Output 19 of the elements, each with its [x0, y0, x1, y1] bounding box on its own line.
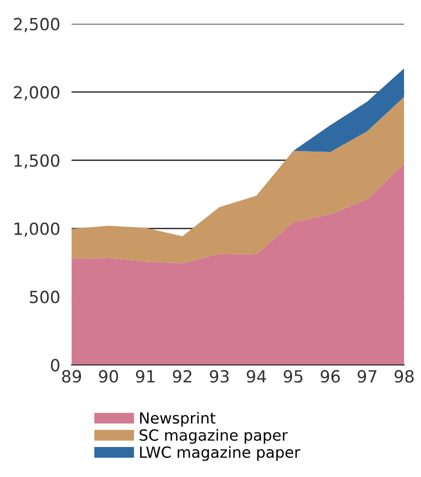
- x-tick-label: 97: [358, 370, 376, 383]
- x-tick-label: 95: [284, 370, 302, 383]
- x-tick-label: 93: [210, 370, 229, 383]
- x-tick-label: 89: [62, 370, 81, 383]
- y-tick-label: 1,500: [14, 154, 60, 169]
- y-tick-label: 1,000: [14, 222, 60, 237]
- x-tick-label: 94: [246, 370, 266, 383]
- y-tick-label: 2,000: [14, 86, 60, 100]
- x-tick-label: 98: [394, 370, 414, 383]
- x-tick-label: 91: [136, 370, 155, 383]
- x-tick-label: 96: [320, 370, 340, 383]
- x-tick-label: 90: [98, 370, 118, 383]
- y-tick-label: 2,500: [14, 18, 60, 32]
- y-tick-label: 0: [50, 358, 60, 372]
- y-tick-label: 500: [30, 290, 60, 304]
- x-tick-label: 92: [172, 370, 192, 383]
- legend-label: Newsprint: [140, 412, 216, 427]
- legend-label: LWC magazine paper: [140, 446, 300, 461]
- legend-label: SC magazine paper: [140, 429, 288, 444]
